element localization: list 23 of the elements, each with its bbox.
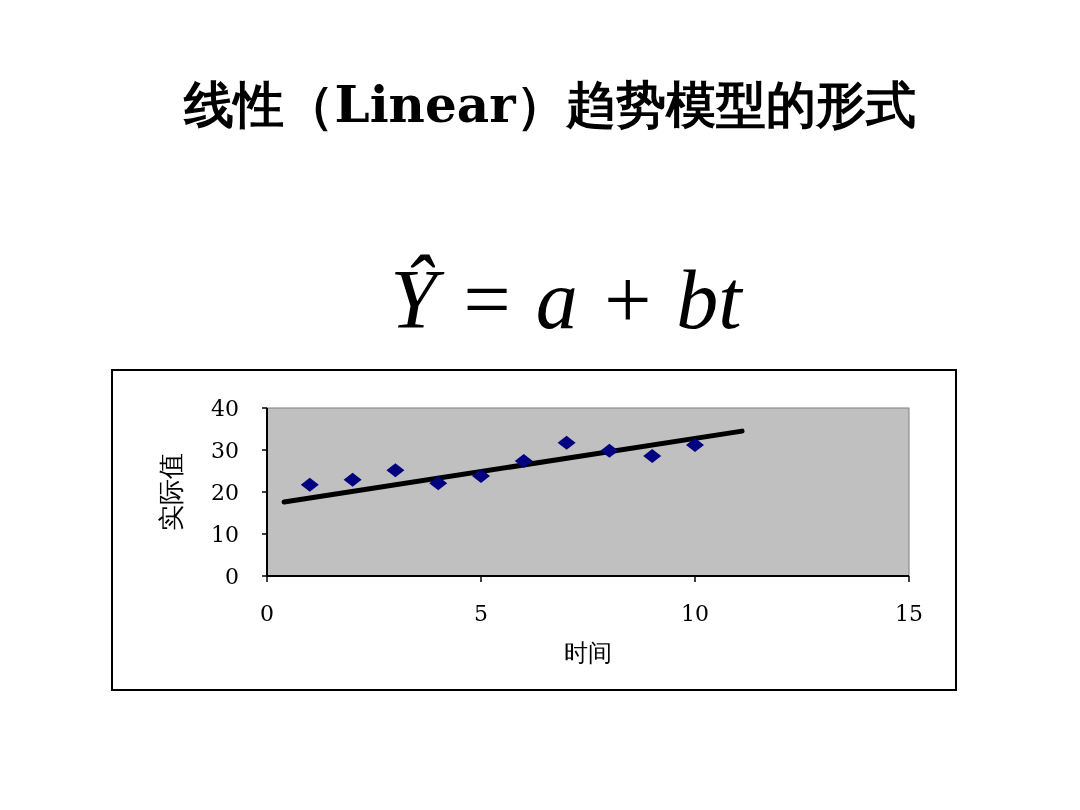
x-tick-label: 5 [474,601,488,626]
title: 线性（Linear）趋势模型的形式 [184,75,916,134]
y-tick-label: 10 [211,522,239,547]
point [686,437,704,452]
point [429,476,448,491]
point [514,453,533,468]
subtitle: Ŷ = a + bt [390,253,742,346]
y-tick-label: 0 [225,564,239,589]
x-axis-title: 时间 [564,639,612,667]
point [343,472,362,487]
point [386,463,405,478]
x-tick-label: 10 [681,601,709,626]
y-tick-label: 20 [211,480,239,505]
point [472,469,490,484]
x-tick-label: 15 [895,601,923,626]
y-axis-title: 实际值 [156,453,186,531]
point [300,477,319,492]
point [643,448,662,463]
x-tick-label: 0 [260,601,274,626]
y-tick-label: 40 [211,396,239,421]
y-tick-label: 30 [211,438,239,463]
point [557,435,576,450]
point [600,443,619,458]
